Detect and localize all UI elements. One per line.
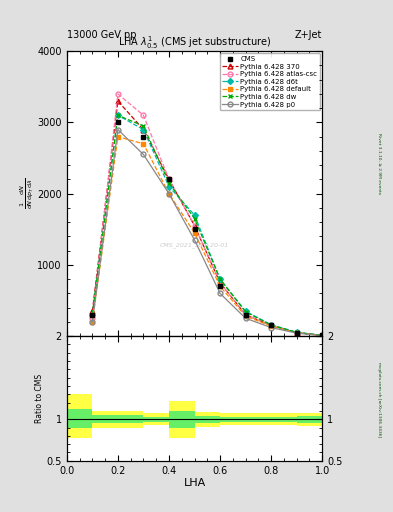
Pythia 6.428 370 [90, 308, 95, 314]
Line: CMS: CMS [90, 120, 325, 338]
Pythia 6.428 default [294, 330, 299, 336]
Pythia 6.428 atlas-csc [320, 332, 325, 338]
Pythia 6.428 default [90, 319, 95, 325]
Pythia 6.428 default [167, 190, 171, 197]
Pythia 6.428 370 [320, 332, 325, 338]
Pythia 6.428 d6t [269, 322, 274, 328]
Pythia 6.428 default [320, 332, 325, 338]
Pythia 6.428 d6t [320, 332, 325, 338]
Title: LHA $\lambda^{1}_{0.5}$ (CMS jet substructure): LHA $\lambda^{1}_{0.5}$ (CMS jet substru… [118, 34, 271, 51]
Pythia 6.428 default [192, 230, 197, 236]
Pythia 6.428 default [218, 283, 222, 289]
CMS [243, 312, 248, 318]
Pythia 6.428 atlas-csc [116, 91, 120, 97]
Pythia 6.428 d6t [294, 329, 299, 335]
CMS [218, 283, 222, 289]
Pythia 6.428 d6t [116, 112, 120, 118]
Text: mcplots.cern.ch [arXiv:1306.3436]: mcplots.cern.ch [arXiv:1306.3436] [377, 362, 381, 437]
Pythia 6.428 default [269, 323, 274, 329]
Line: Pythia 6.428 p0: Pythia 6.428 p0 [90, 127, 325, 338]
Pythia 6.428 d6t [192, 212, 197, 218]
Pythia 6.428 370 [116, 98, 120, 104]
Line: Pythia 6.428 default: Pythia 6.428 default [90, 135, 324, 337]
Pythia 6.428 dw [141, 123, 146, 129]
CMS [269, 323, 274, 329]
Pythia 6.428 p0 [192, 237, 197, 243]
Pythia 6.428 atlas-csc [269, 323, 274, 329]
Pythia 6.428 default [116, 134, 120, 140]
CMS [90, 312, 95, 318]
Pythia 6.428 dw [116, 112, 120, 118]
Pythia 6.428 default [243, 313, 248, 319]
Pythia 6.428 dw [218, 276, 222, 282]
Pythia 6.428 atlas-csc [141, 112, 146, 118]
Pythia 6.428 dw [320, 332, 325, 338]
Pythia 6.428 p0 [269, 325, 274, 331]
Pythia 6.428 p0 [116, 126, 120, 133]
Text: 13000 GeV pp: 13000 GeV pp [67, 30, 136, 40]
Pythia 6.428 370 [141, 126, 146, 133]
Pythia 6.428 dw [269, 322, 274, 328]
Pythia 6.428 370 [218, 280, 222, 286]
CMS [294, 330, 299, 336]
Pythia 6.428 370 [294, 330, 299, 336]
Pythia 6.428 370 [243, 312, 248, 318]
Pythia 6.428 d6t [218, 276, 222, 282]
CMS [167, 176, 171, 182]
Pythia 6.428 p0 [141, 152, 146, 158]
Pythia 6.428 p0 [294, 330, 299, 336]
CMS [141, 134, 146, 140]
Line: Pythia 6.428 atlas-csc: Pythia 6.428 atlas-csc [90, 92, 325, 338]
CMS [320, 332, 325, 338]
Pythia 6.428 p0 [218, 290, 222, 296]
Pythia 6.428 p0 [243, 315, 248, 322]
Pythia 6.428 atlas-csc [243, 312, 248, 318]
Pythia 6.428 dw [90, 312, 95, 318]
Line: Pythia 6.428 dw: Pythia 6.428 dw [90, 113, 325, 338]
Text: CMS_2021_SMP-20-01: CMS_2021_SMP-20-01 [160, 242, 229, 248]
Text: Z+Jet: Z+Jet [295, 30, 322, 40]
X-axis label: LHA: LHA [184, 478, 206, 488]
Pythia 6.428 dw [167, 180, 171, 186]
Pythia 6.428 d6t [243, 308, 248, 314]
Pythia 6.428 370 [167, 176, 171, 182]
Line: Pythia 6.428 d6t: Pythia 6.428 d6t [90, 113, 324, 337]
Pythia 6.428 atlas-csc [192, 223, 197, 229]
CMS [192, 226, 197, 232]
Pythia 6.428 370 [192, 223, 197, 229]
Pythia 6.428 d6t [90, 312, 95, 318]
Pythia 6.428 p0 [320, 332, 325, 338]
Text: Rivet 3.1.10, ≥ 2.9M events: Rivet 3.1.10, ≥ 2.9M events [377, 133, 381, 195]
Pythia 6.428 default [141, 141, 146, 147]
Pythia 6.428 atlas-csc [294, 330, 299, 336]
Pythia 6.428 p0 [167, 190, 171, 197]
Y-axis label: $\frac{1}{\mathrm{d}N}\frac{\mathrm{d}N}{\mathrm{d}p_T\,\mathrm{d}\lambda}$: $\frac{1}{\mathrm{d}N}\frac{\mathrm{d}N}… [18, 178, 36, 209]
Pythia 6.428 d6t [141, 126, 146, 133]
Pythia 6.428 dw [243, 309, 248, 315]
Pythia 6.428 atlas-csc [90, 315, 95, 322]
Line: Pythia 6.428 370: Pythia 6.428 370 [90, 99, 325, 338]
Pythia 6.428 atlas-csc [167, 176, 171, 182]
CMS [116, 119, 120, 125]
Legend: CMS, Pythia 6.428 370, Pythia 6.428 atlas-csc, Pythia 6.428 d6t, Pythia 6.428 de: CMS, Pythia 6.428 370, Pythia 6.428 atla… [220, 53, 320, 110]
Pythia 6.428 atlas-csc [218, 280, 222, 286]
Pythia 6.428 p0 [90, 319, 95, 325]
Pythia 6.428 d6t [167, 183, 171, 189]
Pythia 6.428 dw [294, 329, 299, 335]
Pythia 6.428 dw [192, 216, 197, 222]
Pythia 6.428 370 [269, 323, 274, 329]
Y-axis label: Ratio to CMS: Ratio to CMS [35, 374, 44, 423]
